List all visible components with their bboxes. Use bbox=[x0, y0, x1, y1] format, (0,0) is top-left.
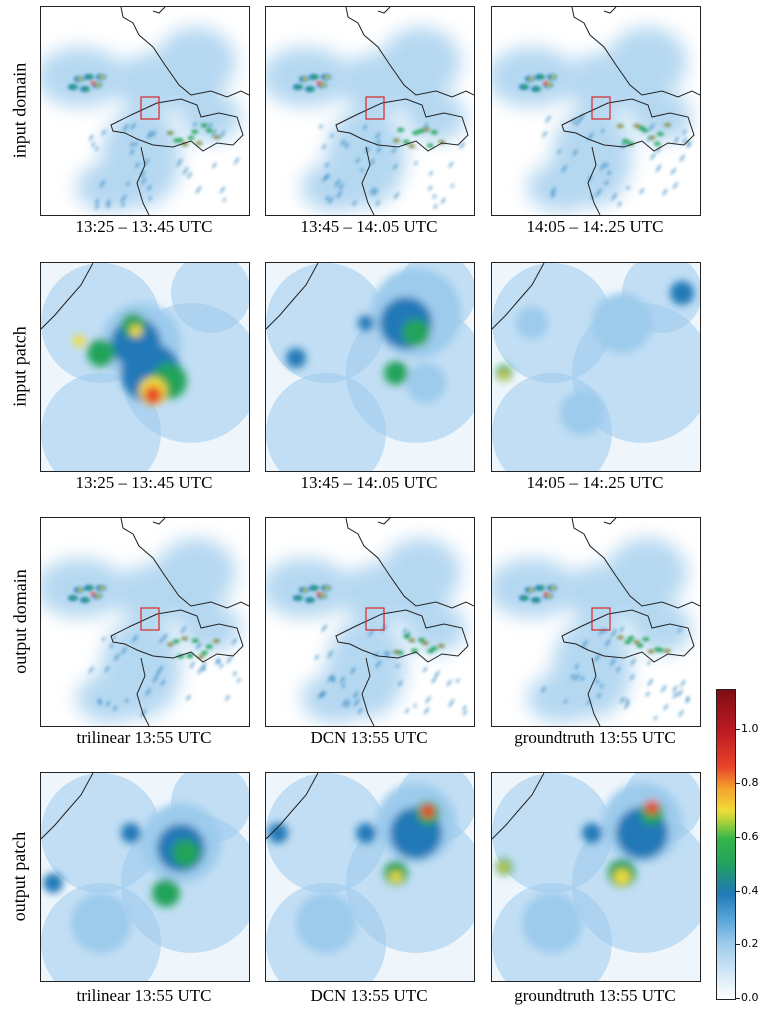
caption-output-domain-1: trilinear 13:55 UTC bbox=[76, 728, 212, 747]
row-label-input-patch: input patch bbox=[9, 325, 30, 407]
caption-input-patch-3: 14:05 – 14:.25 UTC bbox=[526, 473, 664, 492]
colorbar-tick bbox=[735, 783, 740, 785]
panel-input-domain-2 bbox=[265, 6, 475, 216]
colorbar-tick-label: 0.2 bbox=[741, 937, 759, 951]
colorbar-tick-label: 0.6 bbox=[741, 829, 759, 843]
row-label-input-domain: input domain bbox=[9, 62, 30, 158]
caption-output-patch-2: DCN 13:55 UTC bbox=[310, 986, 428, 1005]
caption-input-patch-1: 13:25 – 13:.45 UTC bbox=[75, 473, 213, 492]
caption-output-patch-1: trilinear 13:55 UTC bbox=[76, 986, 212, 1005]
caption-input-domain-1: 13:25 – 13:.45 UTC bbox=[75, 217, 213, 236]
panel-input-patch-3 bbox=[491, 262, 701, 472]
colorbar-tick bbox=[735, 836, 740, 838]
panel-output-patch-groundtruth bbox=[491, 772, 701, 982]
panel-output-domain-groundtruth bbox=[491, 517, 701, 727]
colorbar-tick-label: 0.0 bbox=[741, 991, 759, 1004]
panel-output-patch-dcn bbox=[265, 772, 475, 982]
panel-output-domain-dcn bbox=[265, 517, 475, 727]
colorbar-tick bbox=[735, 729, 740, 731]
panel-output-domain-trilinear bbox=[40, 517, 250, 727]
caption-input-domain-3: 14:05 – 14:.25 UTC bbox=[526, 217, 664, 236]
colorbar bbox=[716, 689, 736, 1000]
colorbar-tick bbox=[735, 890, 740, 892]
caption-input-patch-2: 13:45 – 14:.05 UTC bbox=[300, 473, 438, 492]
caption-output-domain-2: DCN 13:55 UTC bbox=[310, 728, 428, 747]
colorbar-tick bbox=[735, 944, 740, 946]
caption-output-patch-3: groundtruth 13:55 UTC bbox=[514, 986, 676, 1005]
panel-input-domain-1 bbox=[40, 6, 250, 216]
caption-output-domain-3: groundtruth 13:55 UTC bbox=[514, 728, 676, 747]
colorbar-tick-label: 0.4 bbox=[741, 883, 759, 897]
colorbar-tick bbox=[735, 998, 740, 999]
colorbar-tick-label: 1.0 bbox=[741, 722, 759, 736]
panel-input-patch-2 bbox=[265, 262, 475, 472]
panel-input-domain-3 bbox=[491, 6, 701, 216]
row-label-output-domain: output domain bbox=[9, 568, 30, 674]
colorbar-tick-label: 0.8 bbox=[741, 776, 759, 790]
caption-input-domain-2: 13:45 – 14:.05 UTC bbox=[300, 217, 438, 236]
panel-input-patch-1 bbox=[40, 262, 250, 472]
row-label-output-patch: output patch bbox=[9, 831, 30, 921]
panel-output-patch-trilinear bbox=[40, 772, 250, 982]
